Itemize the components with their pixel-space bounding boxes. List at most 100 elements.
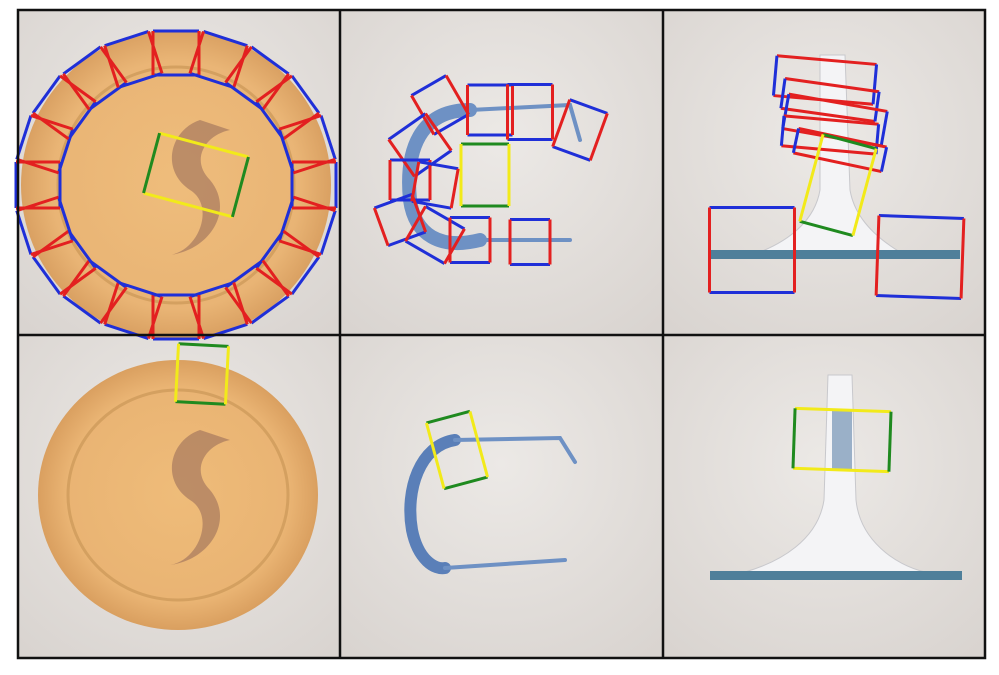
grasp-edge — [798, 126, 887, 149]
grasp-edge — [879, 111, 889, 147]
grasp-edge — [779, 78, 787, 109]
grasp-edge — [103, 45, 120, 88]
grasp-edge — [792, 466, 889, 474]
grasp-edge — [88, 259, 128, 289]
grasp-edge — [250, 45, 290, 76]
grasp-edge — [147, 30, 164, 74]
grasp-edge — [224, 81, 264, 111]
grasp-edge — [795, 406, 892, 414]
grasp-edge — [411, 199, 452, 210]
grasp-edge — [277, 128, 295, 174]
cell-background — [340, 10, 663, 335]
grasp-edge — [444, 74, 470, 116]
grasp-edge — [588, 112, 609, 161]
grasp-edge — [781, 144, 877, 156]
grasp-edge — [290, 256, 321, 296]
grasp-edge — [822, 132, 877, 151]
grasp-edge — [188, 296, 205, 340]
grasp-edge — [117, 281, 163, 299]
grasp-edge — [224, 286, 253, 324]
grasp-edge — [784, 77, 880, 94]
grasp-edge — [99, 46, 128, 84]
grasp-edge — [793, 151, 882, 174]
grasp-edge — [292, 157, 336, 175]
grasp-edge — [232, 282, 249, 325]
grasp-edge — [147, 296, 164, 340]
grasp-edge — [776, 54, 877, 66]
cell-background — [340, 335, 663, 658]
squeegee — [710, 54, 960, 259]
grasp-edge — [16, 157, 60, 175]
grasp-edge — [410, 74, 447, 97]
grasp-edge — [798, 134, 825, 222]
grasp-edge — [424, 112, 453, 152]
grasp-edge — [878, 214, 964, 221]
grasp-edge — [780, 106, 876, 123]
grasp-edge — [250, 294, 290, 325]
grasp-edge — [443, 475, 488, 491]
grasp-edge — [174, 343, 181, 402]
grasp-edge — [799, 219, 854, 238]
grasp-edge — [189, 71, 235, 89]
grasp-edge — [261, 259, 290, 297]
grasp-edge — [104, 30, 149, 48]
grid-frame — [16, 8, 987, 660]
grasp-edge — [319, 115, 337, 160]
grasp-edge — [230, 156, 250, 218]
grasp-edge — [290, 74, 321, 114]
grasp-edge — [143, 191, 233, 219]
grasp-edge — [31, 74, 62, 114]
grasp-edge — [851, 148, 878, 236]
grasp-edge — [433, 113, 470, 136]
grasp-edge — [404, 239, 446, 265]
grasp-edge — [232, 45, 249, 88]
grasp-edge — [887, 411, 893, 472]
grasp-edge — [224, 46, 253, 84]
grasp-edge — [468, 410, 489, 478]
grasp-edge — [424, 205, 466, 231]
grasp-edge — [552, 145, 591, 162]
grasp-edge — [255, 267, 293, 296]
grasp-edge — [387, 138, 416, 178]
grasp-edge — [449, 168, 460, 209]
squeegee — [710, 374, 962, 580]
grasp-edge — [404, 205, 427, 242]
grasp-edge — [31, 256, 62, 296]
grasp-edge — [876, 293, 962, 300]
grasp-edge — [791, 128, 801, 154]
grasp-edge — [203, 30, 248, 48]
grasp-edge — [569, 98, 608, 115]
grasp-edge — [103, 282, 120, 325]
grasp-edge — [62, 45, 102, 76]
grasp-edge — [32, 111, 70, 141]
grasp-edge — [873, 91, 881, 122]
grasp-edge — [62, 294, 102, 325]
grasp-edge — [791, 408, 797, 469]
grasp-edge — [292, 195, 336, 213]
plate — [38, 360, 318, 630]
grasp-edge — [443, 228, 466, 265]
grasp-edge — [188, 30, 205, 74]
grasp-edge — [418, 160, 459, 171]
grasp-edge — [178, 342, 229, 348]
grasp-edge — [425, 422, 446, 490]
grasp-edge — [874, 215, 881, 296]
grasp-edge — [142, 132, 162, 194]
plate — [21, 30, 331, 340]
grasp-rectangles — [14, 29, 966, 491]
grasp-edge — [175, 400, 226, 406]
grasp-edge — [771, 55, 779, 96]
grasp-edge — [30, 239, 74, 256]
grasp-edge — [255, 74, 293, 103]
grasp-edge — [387, 112, 427, 141]
grasp-edge — [959, 218, 966, 299]
grasp-edge — [788, 92, 888, 113]
grasp-edge — [319, 210, 337, 255]
grasp-edge — [223, 346, 230, 405]
grasp-edge — [779, 115, 786, 146]
grasp-edge — [372, 207, 390, 247]
grasp-edge — [871, 64, 879, 105]
grasp-edge — [99, 286, 128, 324]
